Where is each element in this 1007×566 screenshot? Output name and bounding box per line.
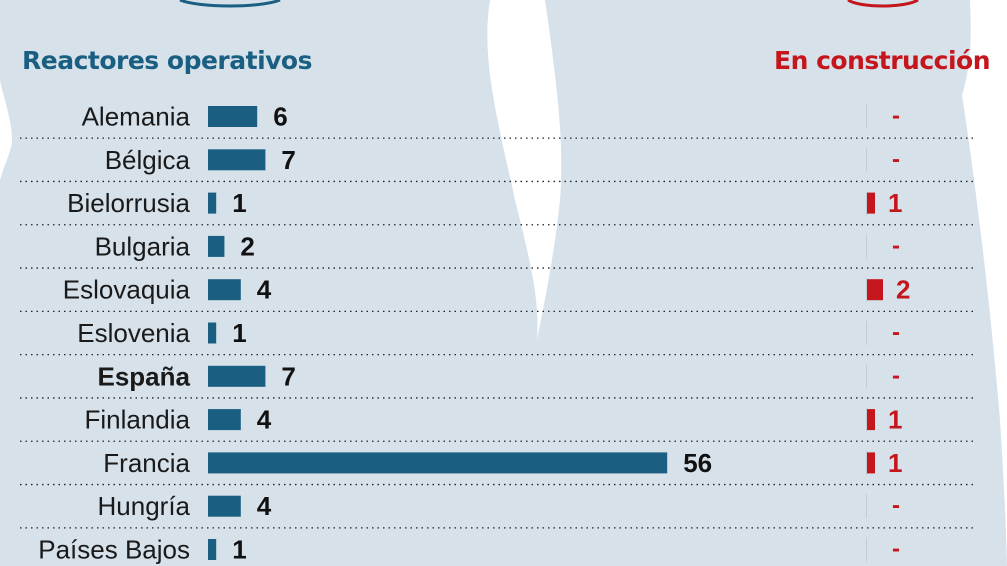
left-cooling-tower-shape bbox=[0, 0, 538, 566]
operativos-bar-paises-bajos bbox=[208, 539, 217, 560]
construccion-empty-hungria: - bbox=[892, 492, 900, 519]
construccion-bar-bielorrusia bbox=[867, 192, 875, 214]
construccion-empty-alemania: - bbox=[892, 103, 900, 130]
construccion-empty-espana: - bbox=[892, 362, 900, 389]
operativos-value-paises-bajos: 1 bbox=[232, 535, 246, 565]
category-label-bulgaria: Bulgaria bbox=[95, 231, 191, 261]
category-label-espana: España bbox=[98, 361, 191, 391]
category-label-bielorrusia: Bielorrusia bbox=[67, 188, 190, 218]
category-label-finlandia: Finlandia bbox=[84, 405, 190, 435]
operativos-value-eslovaquia: 4 bbox=[257, 275, 272, 305]
category-label-belgica: Bélgica bbox=[105, 145, 191, 175]
operativos-bar-bielorrusia bbox=[208, 192, 217, 214]
right-cooling-tower-shape bbox=[537, 0, 1007, 566]
operativos-bar-eslovenia bbox=[208, 322, 217, 344]
operativos-bar-espana bbox=[208, 365, 266, 387]
operativos-value-bielorrusia: 1 bbox=[232, 188, 246, 218]
operativos-bar-bulgaria bbox=[208, 235, 225, 257]
right-tower-emblem-arc bbox=[847, 0, 919, 8]
construccion-value-bielorrusia: 1 bbox=[888, 188, 902, 218]
construccion-value-finlandia: 1 bbox=[888, 405, 902, 435]
operativos-value-francia: 56 bbox=[683, 448, 712, 478]
operativos-value-eslovenia: 1 bbox=[232, 318, 246, 348]
category-label-paises-bajos: Países Bajos bbox=[38, 535, 190, 565]
construccion-empty-bulgaria: - bbox=[892, 232, 900, 259]
category-label-hungria: Hungría bbox=[98, 491, 191, 521]
header-reactores-operativos: Reactores operativos bbox=[22, 46, 313, 75]
operativos-value-finlandia: 4 bbox=[257, 405, 272, 435]
category-label-eslovaquia: Eslovaquia bbox=[63, 275, 191, 305]
header-en-construccion: En construcción bbox=[774, 46, 991, 75]
operativos-bar-belgica bbox=[208, 149, 266, 171]
operativos-bar-finlandia bbox=[208, 409, 241, 431]
category-label-alemania: Alemania bbox=[82, 102, 191, 132]
operativos-bar-francia bbox=[208, 452, 668, 474]
construccion-empty-belgica: - bbox=[892, 146, 900, 173]
operativos-bar-eslovaquia bbox=[208, 279, 241, 301]
construccion-bar-finlandia bbox=[867, 409, 875, 431]
operativos-value-bulgaria: 2 bbox=[240, 231, 254, 261]
category-label-francia: Francia bbox=[103, 448, 190, 478]
construccion-value-eslovaquia: 2 bbox=[896, 275, 910, 305]
operativos-value-belgica: 7 bbox=[281, 145, 295, 175]
construccion-empty-paises-bajos: - bbox=[892, 536, 900, 563]
construccion-value-francia: 1 bbox=[888, 448, 902, 478]
construccion-bar-francia bbox=[867, 452, 875, 474]
operativos-bar-alemania bbox=[208, 106, 258, 127]
operativos-value-espana: 7 bbox=[281, 361, 295, 391]
category-label-eslovenia: Eslovenia bbox=[77, 318, 190, 348]
construccion-bar-eslovaquia bbox=[867, 279, 883, 301]
operativos-value-hungria: 4 bbox=[257, 491, 272, 521]
operativos-value-alemania: 6 bbox=[273, 102, 287, 132]
operativos-bar-hungria bbox=[208, 495, 241, 517]
left-tower-emblem-arc bbox=[179, 0, 281, 8]
construccion-empty-eslovenia: - bbox=[892, 319, 900, 346]
